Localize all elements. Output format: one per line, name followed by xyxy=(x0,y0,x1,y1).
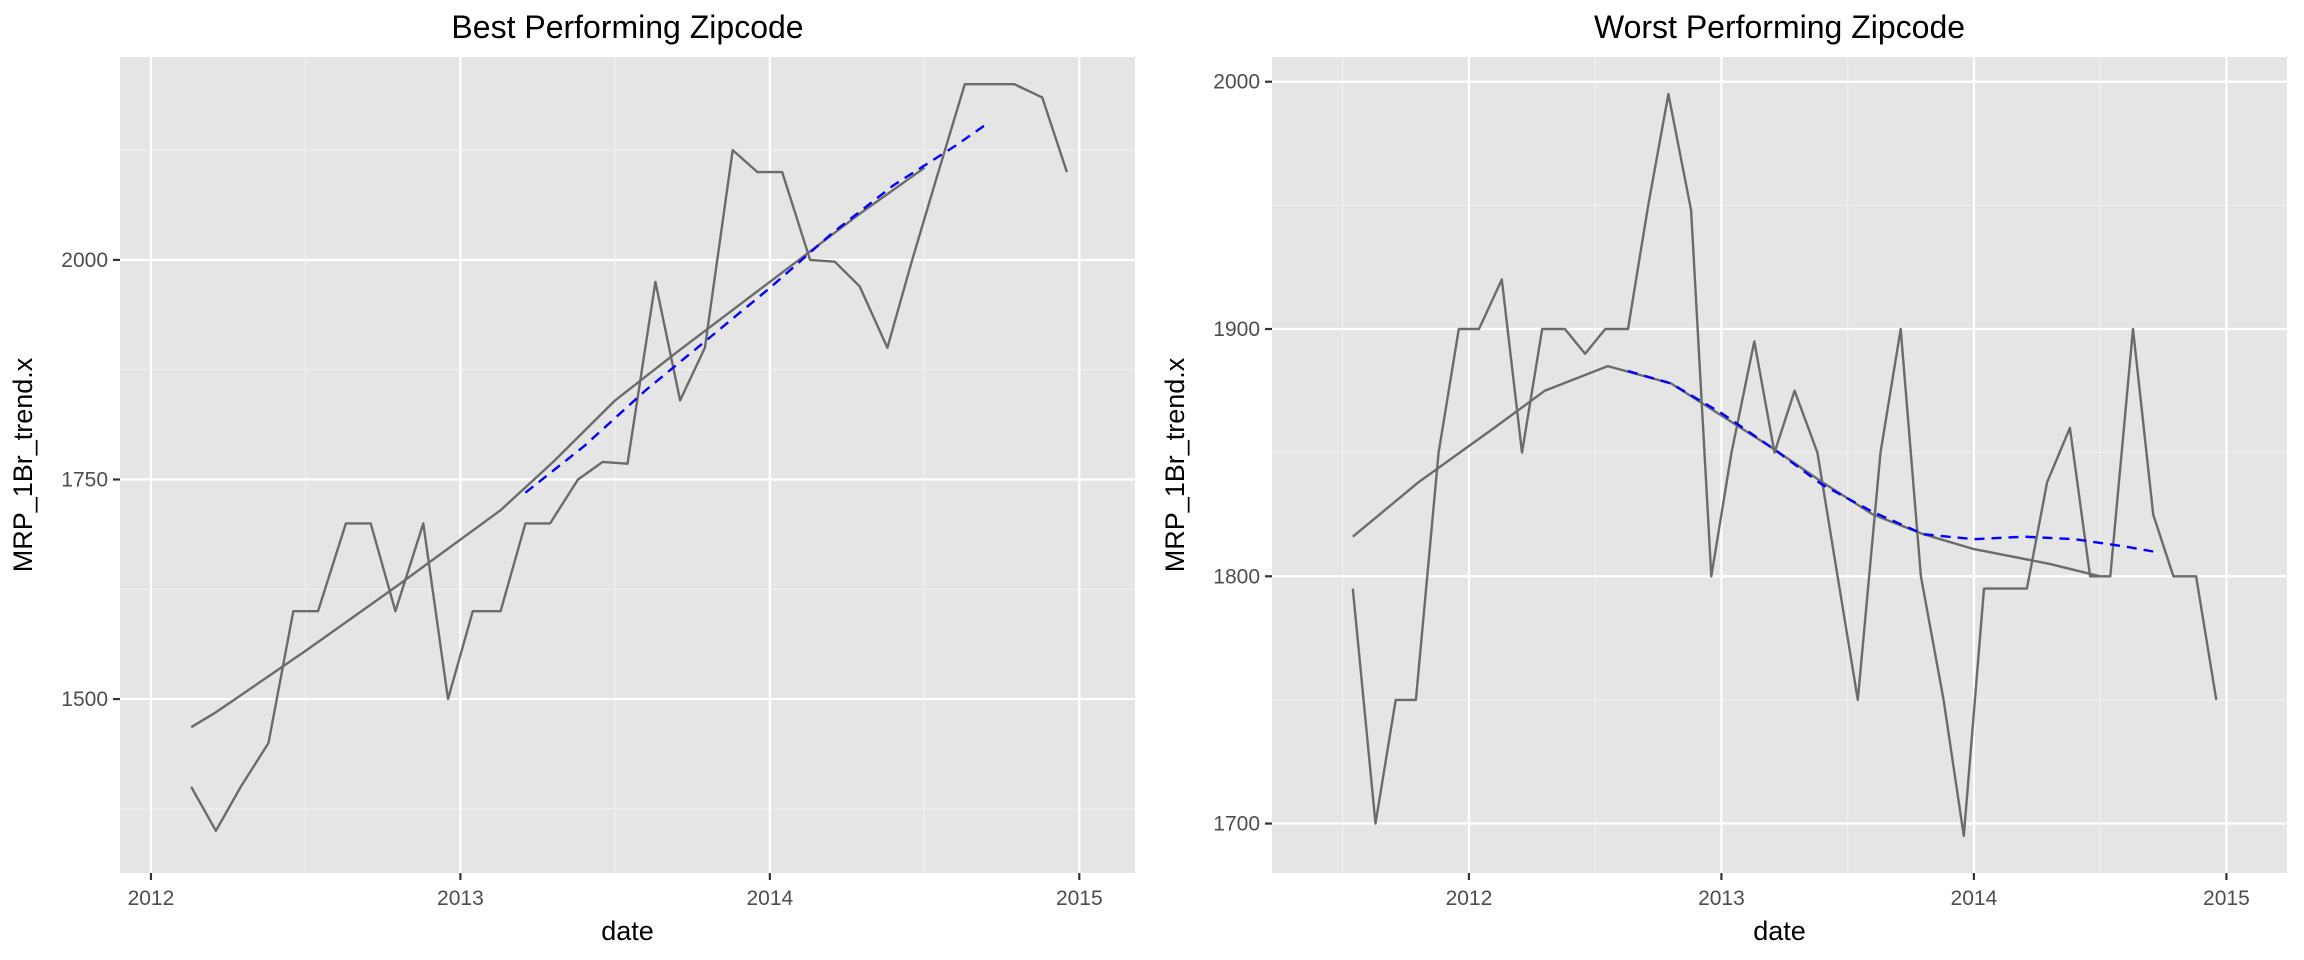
y-axis-title: MRP_1Br_trend.x xyxy=(1160,357,1190,572)
y-axis-title: MRP_1Br_trend.x xyxy=(8,357,38,572)
x-tick-label: 2015 xyxy=(2203,887,2250,910)
x-axis-title: date xyxy=(1753,916,1806,946)
series-line-observed xyxy=(190,82,1069,832)
series-line-forecast xyxy=(1627,369,2154,553)
x-tick-label: 2012 xyxy=(1446,887,1493,910)
y-tick-label: 2000 xyxy=(61,249,108,272)
x-tick-label: 2015 xyxy=(1056,887,1103,910)
x-axis-title: date xyxy=(601,916,654,946)
x-tick-label: 2012 xyxy=(128,887,175,910)
plot-panel xyxy=(120,57,1135,873)
y-tick-label: 1500 xyxy=(61,688,108,711)
x-tick-label: 2014 xyxy=(746,887,793,910)
x-tick-label: 2013 xyxy=(1698,887,1745,910)
chart-title: Worst Performing Zipcode xyxy=(1594,9,1965,45)
series-line-forecast xyxy=(524,121,991,494)
chart-title: Best Performing Zipcode xyxy=(451,9,803,45)
series-line-observed xyxy=(1351,92,2218,838)
y-tick-label: 2000 xyxy=(1213,71,1260,94)
y-tick-label: 1700 xyxy=(1213,813,1260,836)
series-line-trend xyxy=(190,166,926,729)
y-tick-label: 1900 xyxy=(1213,318,1260,341)
plot-panel xyxy=(1272,57,2287,873)
chart-worst-zipcode: 2012 2013 2014 2015 1700 1800 1900 2000 Worst Pe… xyxy=(1160,9,2287,946)
x-tick-label: 2014 xyxy=(1951,887,1998,910)
y-tick-label: 1750 xyxy=(61,468,108,491)
chart-best-zipcode: 2012 2013 2014 2015 1500 1750 2000 Best Perform… xyxy=(8,9,1135,946)
series-line-trend xyxy=(1352,364,2101,578)
y-tick-label: 1800 xyxy=(1213,565,1260,588)
x-tick-label: 2013 xyxy=(437,887,484,910)
